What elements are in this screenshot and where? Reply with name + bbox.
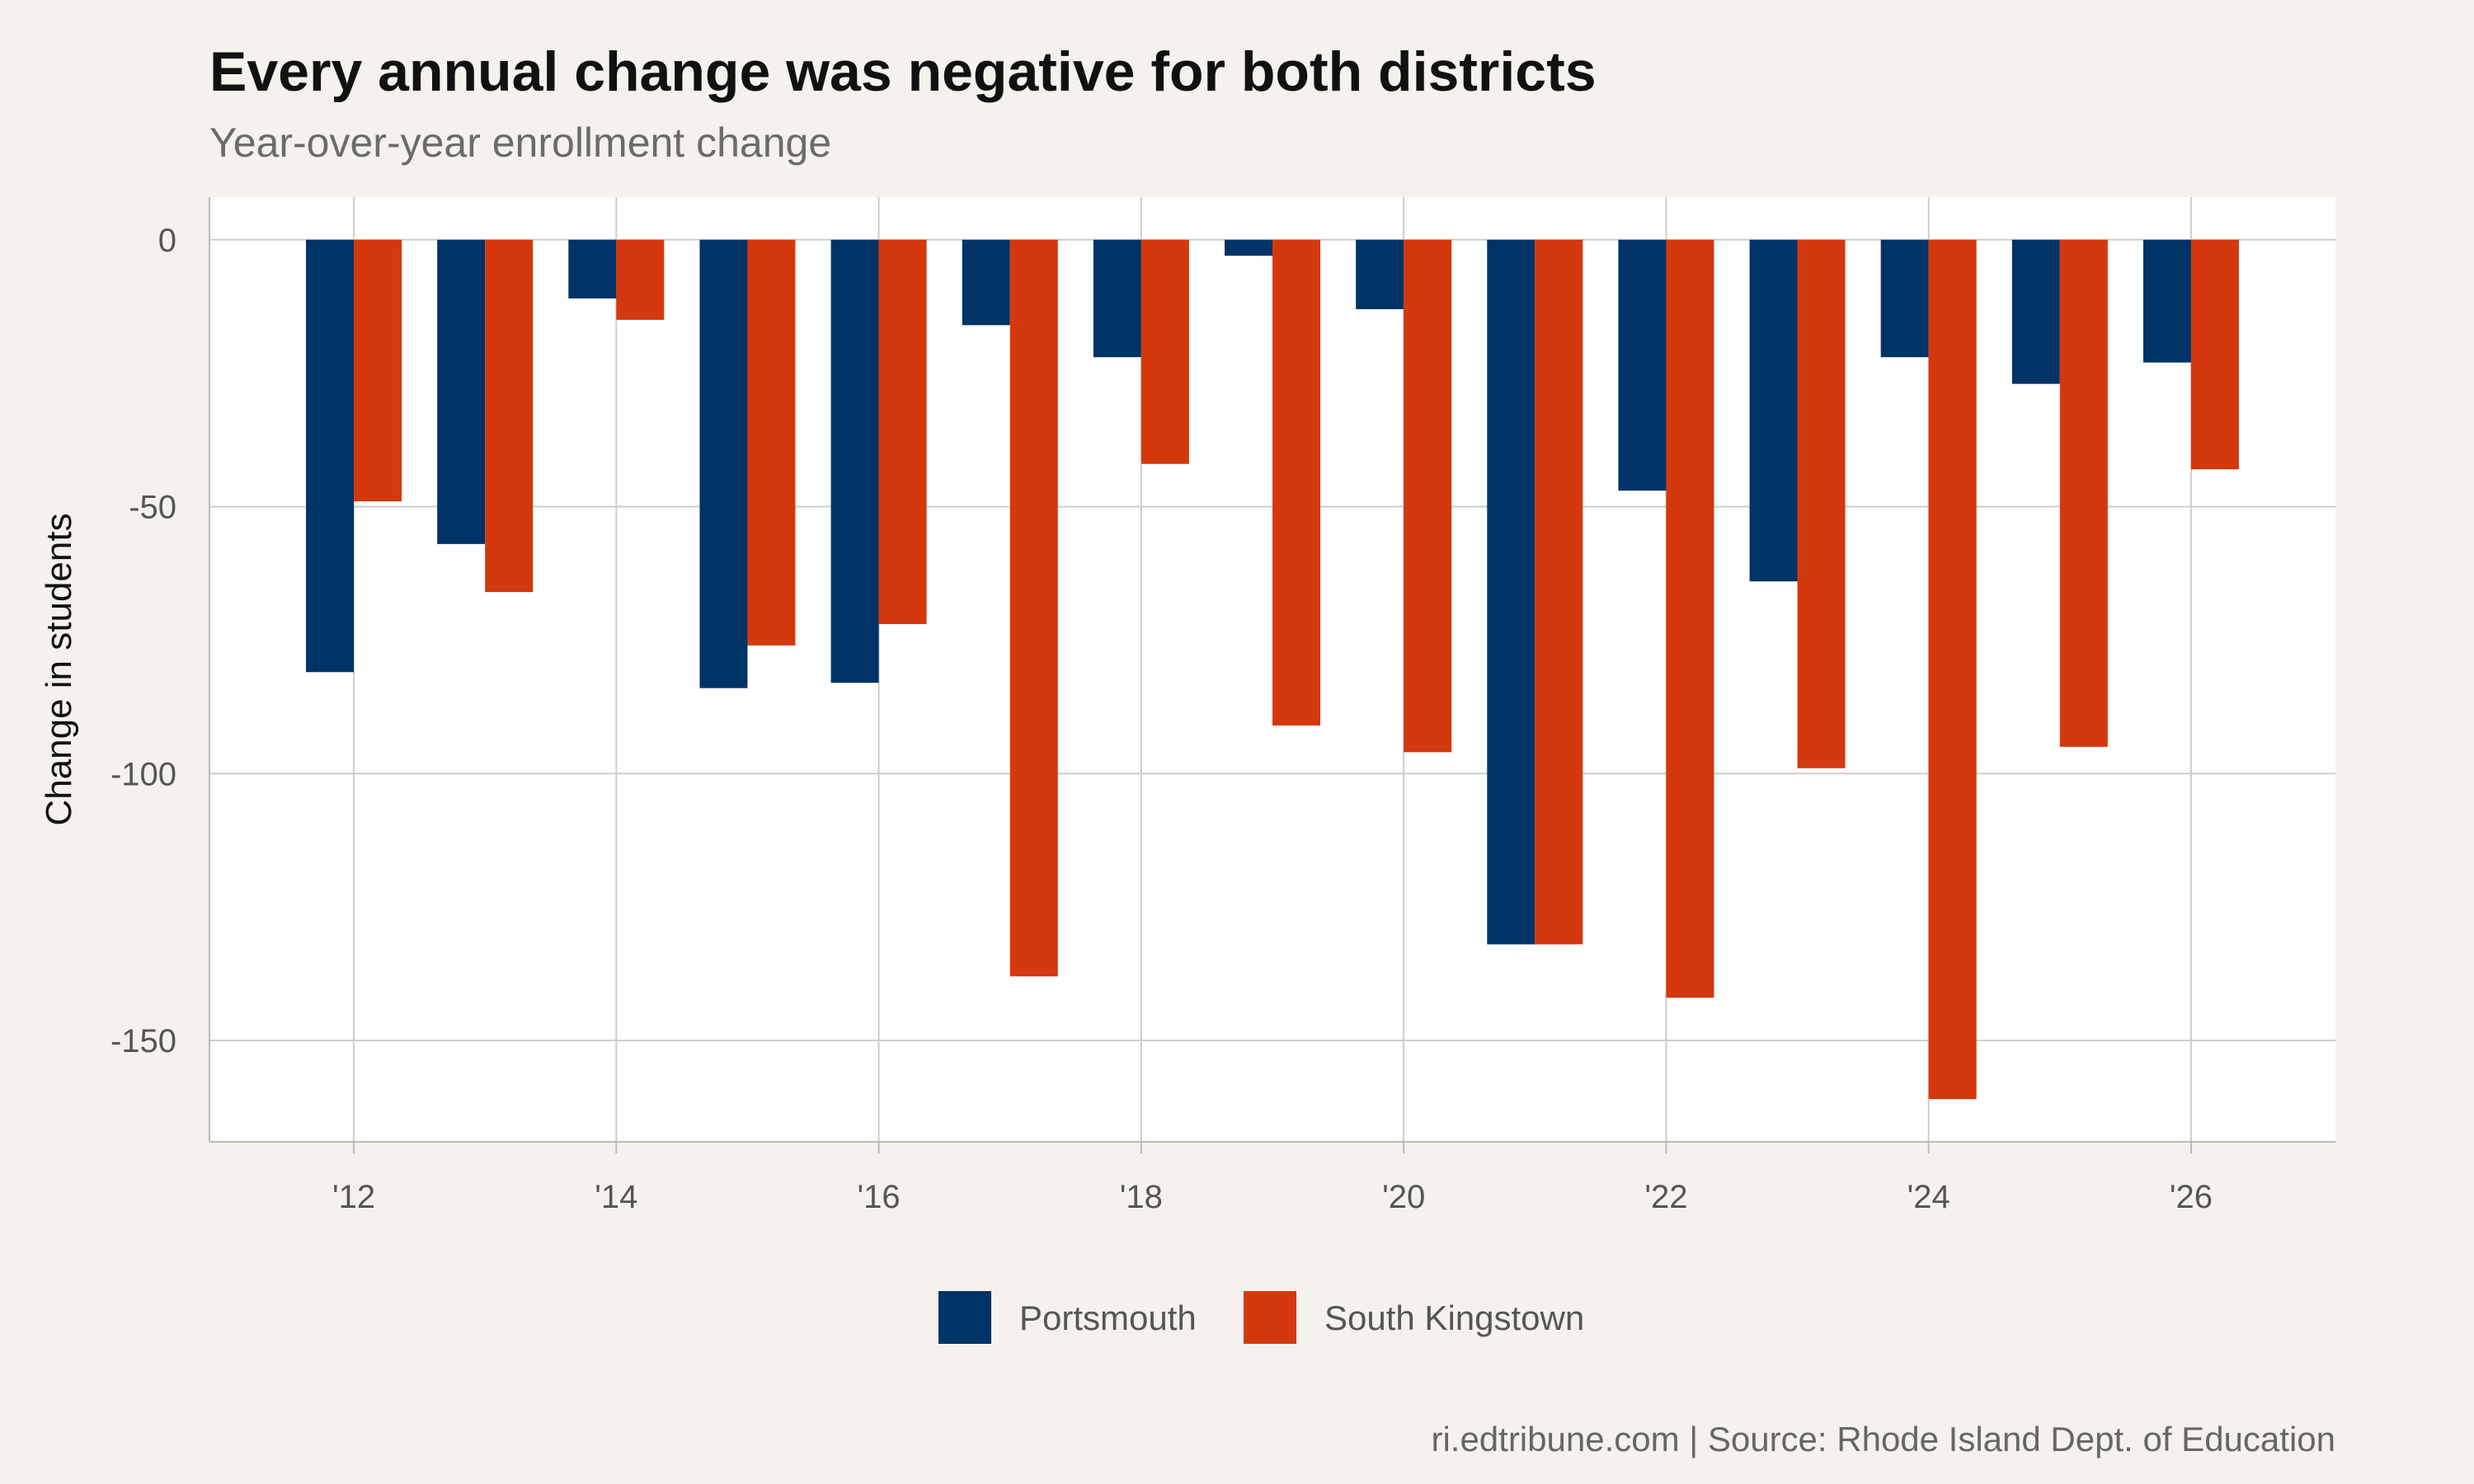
y-tick-label: -100	[111, 756, 176, 792]
bar-portsmouth-2024	[1880, 239, 1929, 358]
axes: 0 -50 -100 -150 '12 '14 '16 '18 '20 '22 '24 '26	[111, 197, 2335, 1215]
bar-south-kingstown-2025	[2059, 239, 2108, 747]
legend: Portsmouth South Kingstown	[938, 1291, 1584, 1344]
y-tick-label: 0	[158, 223, 176, 259]
caption: ri.edtribune.com | Source: Rhode Island …	[1431, 1420, 2335, 1458]
bar-south-kingstown-2020	[1404, 239, 1452, 753]
bar-south-kingstown-2017	[1009, 239, 1058, 977]
chart-title: Every annual change was negative for bot…	[209, 40, 1597, 103]
bar-south-kingstown-2015	[747, 239, 796, 646]
bar-south-kingstown-2019	[1272, 239, 1320, 726]
x-tick-label: '24	[1907, 1179, 1950, 1215]
bar-portsmouth-2013	[437, 239, 486, 544]
x-tick-label: '12	[332, 1179, 375, 1215]
bar-portsmouth-2020	[1356, 239, 1404, 309]
legend-label: South Kingstown	[1324, 1298, 1584, 1337]
x-tick-label: '22	[1644, 1179, 1687, 1215]
bar-south-kingstown-2022	[1666, 239, 1714, 998]
bar-south-kingstown-2026	[2190, 239, 2239, 470]
y-tick-label: -150	[111, 1023, 176, 1059]
y-tick-label: -50	[129, 490, 176, 526]
bar-portsmouth-2025	[2011, 239, 2060, 384]
x-tick-label: '20	[1382, 1179, 1425, 1215]
bars	[306, 239, 2239, 1100]
bar-south-kingstown-2024	[1928, 239, 1977, 1100]
bar-south-kingstown-2023	[1797, 239, 1846, 768]
bar-south-kingstown-2016	[878, 239, 927, 624]
bar-portsmouth-2014	[568, 239, 617, 299]
y-axis-label: Change in students	[39, 513, 79, 825]
bar-portsmouth-2019	[1225, 239, 1272, 256]
bar-portsmouth-2017	[962, 239, 1010, 326]
chart-subtitle: Year-over-year enrollment change	[209, 120, 831, 166]
x-tick-label: '16	[858, 1179, 901, 1215]
bar-portsmouth-2018	[1093, 239, 1141, 358]
bar-south-kingstown-2013	[485, 239, 534, 593]
bar-portsmouth-2016	[830, 239, 879, 683]
x-tick-label: '26	[2170, 1179, 2213, 1215]
x-tick-label: '14	[595, 1179, 637, 1215]
legend-label: Portsmouth	[1019, 1298, 1197, 1337]
bar-south-kingstown-2018	[1141, 239, 1189, 464]
bar-south-kingstown-2014	[616, 239, 665, 320]
bar-portsmouth-2012	[306, 239, 355, 673]
bar-portsmouth-2022	[1618, 239, 1667, 491]
bar-portsmouth-2021	[1487, 239, 1536, 945]
legend-swatch	[938, 1291, 991, 1344]
legend-swatch	[1244, 1291, 1296, 1344]
bar-south-kingstown-2021	[1535, 239, 1583, 945]
bar-south-kingstown-2012	[354, 239, 402, 502]
x-tick-label: '18	[1120, 1179, 1163, 1215]
bar-portsmouth-2026	[2142, 239, 2191, 363]
bar-portsmouth-2015	[699, 239, 748, 688]
bar-portsmouth-2023	[1749, 239, 1798, 582]
